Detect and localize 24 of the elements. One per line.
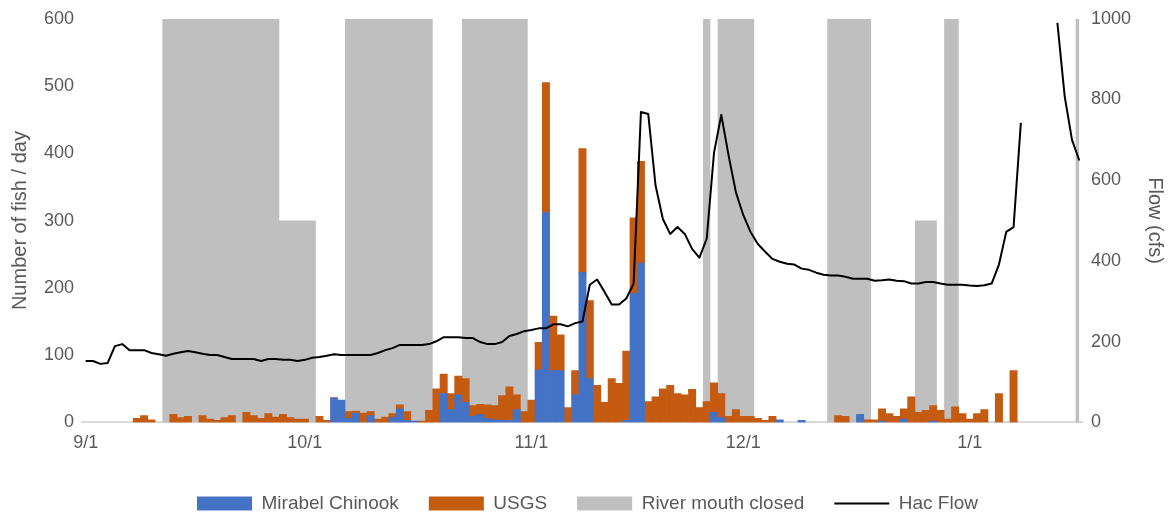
y-tick-label: 600 [43, 7, 75, 28]
legend-label: River mouth closed [641, 491, 805, 513]
x-tick-label: 9/1 [73, 432, 99, 453]
y-axis-title: Number of fish / day [7, 131, 30, 311]
y-tick-label: 100 [43, 344, 75, 365]
y-tick-label: 200 [43, 276, 75, 297]
y2-axis-title: Flow (cfs) [1145, 177, 1168, 264]
y2-tick-label: 600 [1090, 169, 1121, 190]
x-tick-label: 12/1 [725, 432, 761, 453]
legend-label: Mirabel Chinook [261, 491, 400, 513]
y2-tick-label: 400 [1090, 249, 1121, 270]
y2-tick-label: 0 [1090, 411, 1101, 432]
legend-label: USGS [493, 491, 548, 513]
x-tick-label: 11/1 [514, 432, 549, 453]
x-tick-label: 10/1 [287, 432, 323, 453]
y-tick-label: 300 [43, 209, 75, 230]
y2-tick-label: 800 [1090, 88, 1121, 109]
y-tick-label: 0 [64, 411, 75, 432]
y2-tick-label: 1000 [1090, 7, 1131, 28]
y-tick-label: 400 [43, 142, 75, 163]
x-tick-label: 1/1 [957, 432, 983, 453]
legend-label: Hac Flow [898, 491, 979, 513]
y-tick-label: 500 [43, 75, 75, 96]
y2-tick-label: 200 [1090, 330, 1121, 351]
